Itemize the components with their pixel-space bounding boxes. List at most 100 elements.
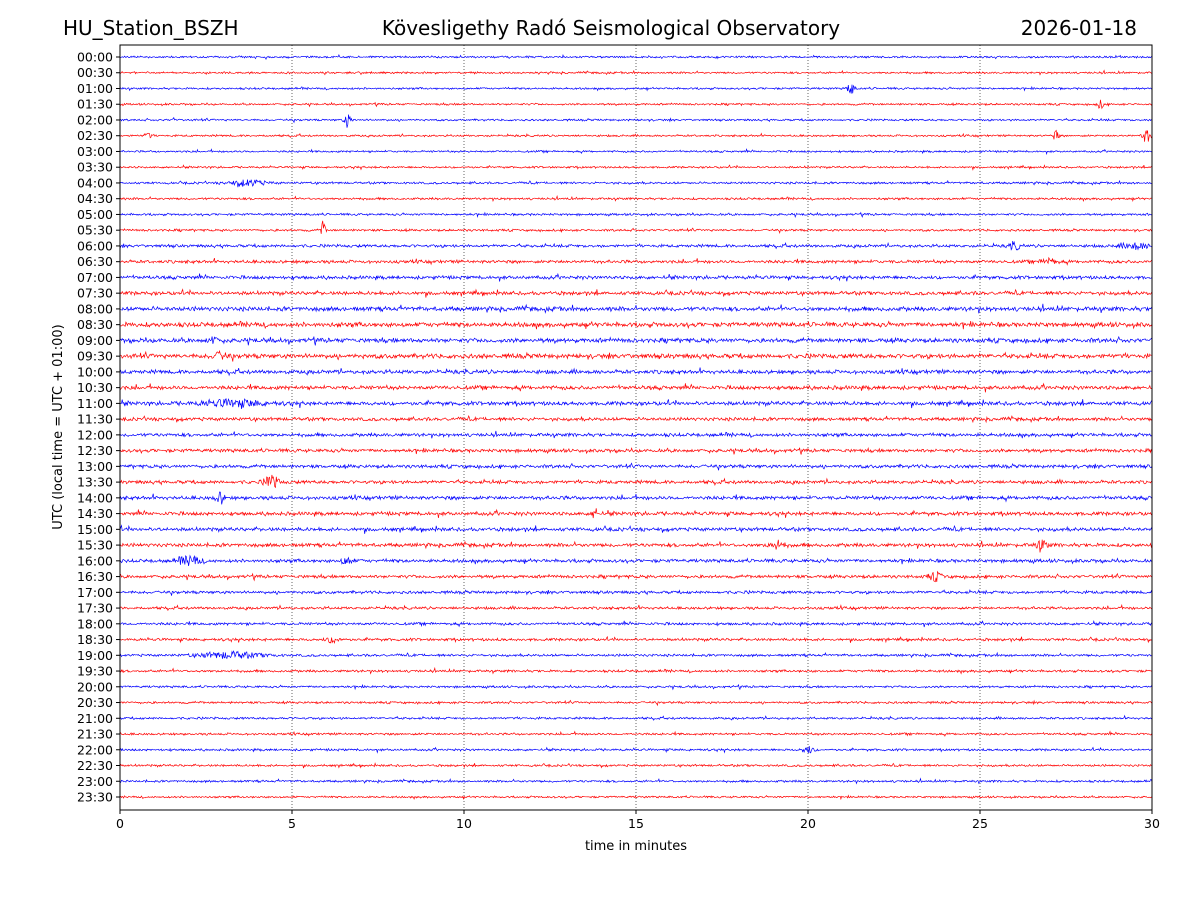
trace-1630 (119, 570, 1153, 583)
y-tick-label: 23:30 (77, 790, 113, 805)
trace-1100 (119, 398, 1153, 410)
y-tick-label: 23:00 (77, 774, 113, 789)
y-tick-label: 19:30 (77, 664, 113, 679)
trace-0100 (119, 84, 1153, 94)
y-tick-label: 22:00 (77, 742, 113, 757)
y-tick-label: 02:30 (77, 128, 113, 143)
y-tick-label: 01:30 (77, 97, 113, 112)
y-tick-label: 05:30 (77, 223, 113, 238)
y-tick-label: 19:00 (77, 648, 113, 663)
y-tick-label: 00:30 (77, 65, 113, 80)
y-tick-label: 15:30 (77, 538, 113, 553)
trace-1300 (119, 462, 1153, 471)
trace-1700 (119, 589, 1153, 596)
trace-1730 (119, 603, 1153, 612)
y-tick-label: 16:00 (77, 553, 113, 568)
x-tick-label: 15 (628, 816, 644, 831)
trace-1900 (119, 650, 1153, 660)
y-tick-label: 13:00 (77, 459, 113, 474)
trace-0630 (119, 256, 1153, 266)
y-tick-label: 08:30 (77, 317, 113, 332)
y-tick-label: 04:30 (77, 191, 113, 206)
trace-0300 (119, 148, 1153, 156)
y-tick-label: 17:00 (77, 585, 113, 600)
y-tick-label: 03:00 (77, 144, 113, 159)
y-axis: 00:0000:3001:0001:3002:0002:3003:0003:30… (77, 50, 120, 805)
y-tick-label: 00:00 (77, 50, 113, 65)
y-tick-label: 04:00 (77, 175, 113, 190)
y-tick-label: 12:00 (77, 427, 113, 442)
trace-0230 (119, 129, 1153, 142)
y-tick-label: 18:30 (77, 632, 113, 647)
x-tick-label: 30 (1144, 816, 1160, 831)
y-tick-label: 03:30 (77, 160, 113, 175)
trace-1130 (119, 414, 1153, 424)
y-tick-label: 09:00 (77, 333, 113, 348)
y-tick-label: 13:30 (77, 475, 113, 490)
grid-lines (291, 45, 981, 810)
y-tick-label: 05:00 (77, 207, 113, 222)
y-tick-label: 12:30 (77, 443, 113, 458)
trace-1330 (119, 474, 1153, 489)
trace-1800 (119, 619, 1153, 628)
trace-1500 (119, 524, 1153, 534)
trace-0730 (119, 288, 1153, 298)
y-tick-label: 14:00 (77, 490, 113, 505)
y-tick-label: 21:30 (77, 727, 113, 742)
station-name: HU_Station_BSZH (63, 16, 239, 40)
y-tick-label: 02:00 (77, 112, 113, 127)
trace-1030 (119, 382, 1153, 393)
trace-0900 (119, 335, 1153, 346)
trace-0530 (119, 220, 1153, 235)
trace-1930 (119, 666, 1153, 675)
y-tick-label: 21:00 (77, 711, 113, 726)
trace-1830 (119, 635, 1153, 645)
chart-date: 2026-01-18 (1021, 16, 1137, 40)
y-tick-label: 11:00 (77, 396, 113, 411)
x-tick-label: 25 (972, 816, 988, 831)
trace-2300 (119, 777, 1153, 785)
y-tick-label: 11:30 (77, 412, 113, 427)
y-tick-label: 01:00 (77, 81, 113, 96)
trace-1000 (119, 367, 1153, 377)
y-tick-label: 20:30 (77, 695, 113, 710)
trace-0130 (119, 99, 1153, 110)
y-tick-label: 07:30 (77, 286, 113, 301)
trace-2100 (119, 714, 1153, 721)
trace-2000 (119, 683, 1153, 691)
trace-0800 (119, 303, 1153, 314)
chart-title: Kövesligethy Radó Seismological Observat… (382, 16, 840, 40)
trace-1230 (119, 447, 1153, 455)
x-axis: 0 5 10 15 20 25 30 (116, 810, 1160, 831)
trace-0600 (119, 240, 1153, 251)
trace-1200 (119, 430, 1153, 439)
y-tick-label: 10:00 (77, 364, 113, 379)
trace-0830 (119, 320, 1153, 330)
y-axis-label: UTC (local time = UTC + 01:00) (51, 324, 66, 529)
trace-0400 (119, 179, 1153, 188)
y-tick-label: 15:00 (77, 522, 113, 537)
y-tick-label: 09:30 (77, 349, 113, 364)
trace-0000 (119, 53, 1153, 61)
trace-2130 (119, 730, 1153, 737)
x-tick-label: 5 (288, 816, 296, 831)
x-tick-label: 20 (800, 816, 816, 831)
y-tick-label: 20:00 (77, 679, 113, 694)
traces (119, 53, 1153, 801)
trace-1530 (119, 539, 1153, 553)
trace-0330 (119, 164, 1152, 171)
y-tick-label: 17:30 (77, 601, 113, 616)
y-tick-label: 14:30 (77, 506, 113, 521)
x-tick-label: 10 (456, 816, 472, 831)
y-tick-label: 22:30 (77, 758, 113, 773)
y-tick-label: 16:30 (77, 569, 113, 584)
y-tick-label: 18:00 (77, 616, 113, 631)
y-tick-label: 06:00 (77, 238, 113, 253)
x-axis-label: time in minutes (585, 839, 687, 854)
trace-0500 (119, 211, 1153, 219)
y-tick-label: 10:30 (77, 380, 113, 395)
trace-2330 (119, 794, 1153, 801)
trace-1400 (119, 491, 1153, 505)
trace-2200 (119, 746, 1153, 754)
trace-0430 (119, 194, 1153, 203)
